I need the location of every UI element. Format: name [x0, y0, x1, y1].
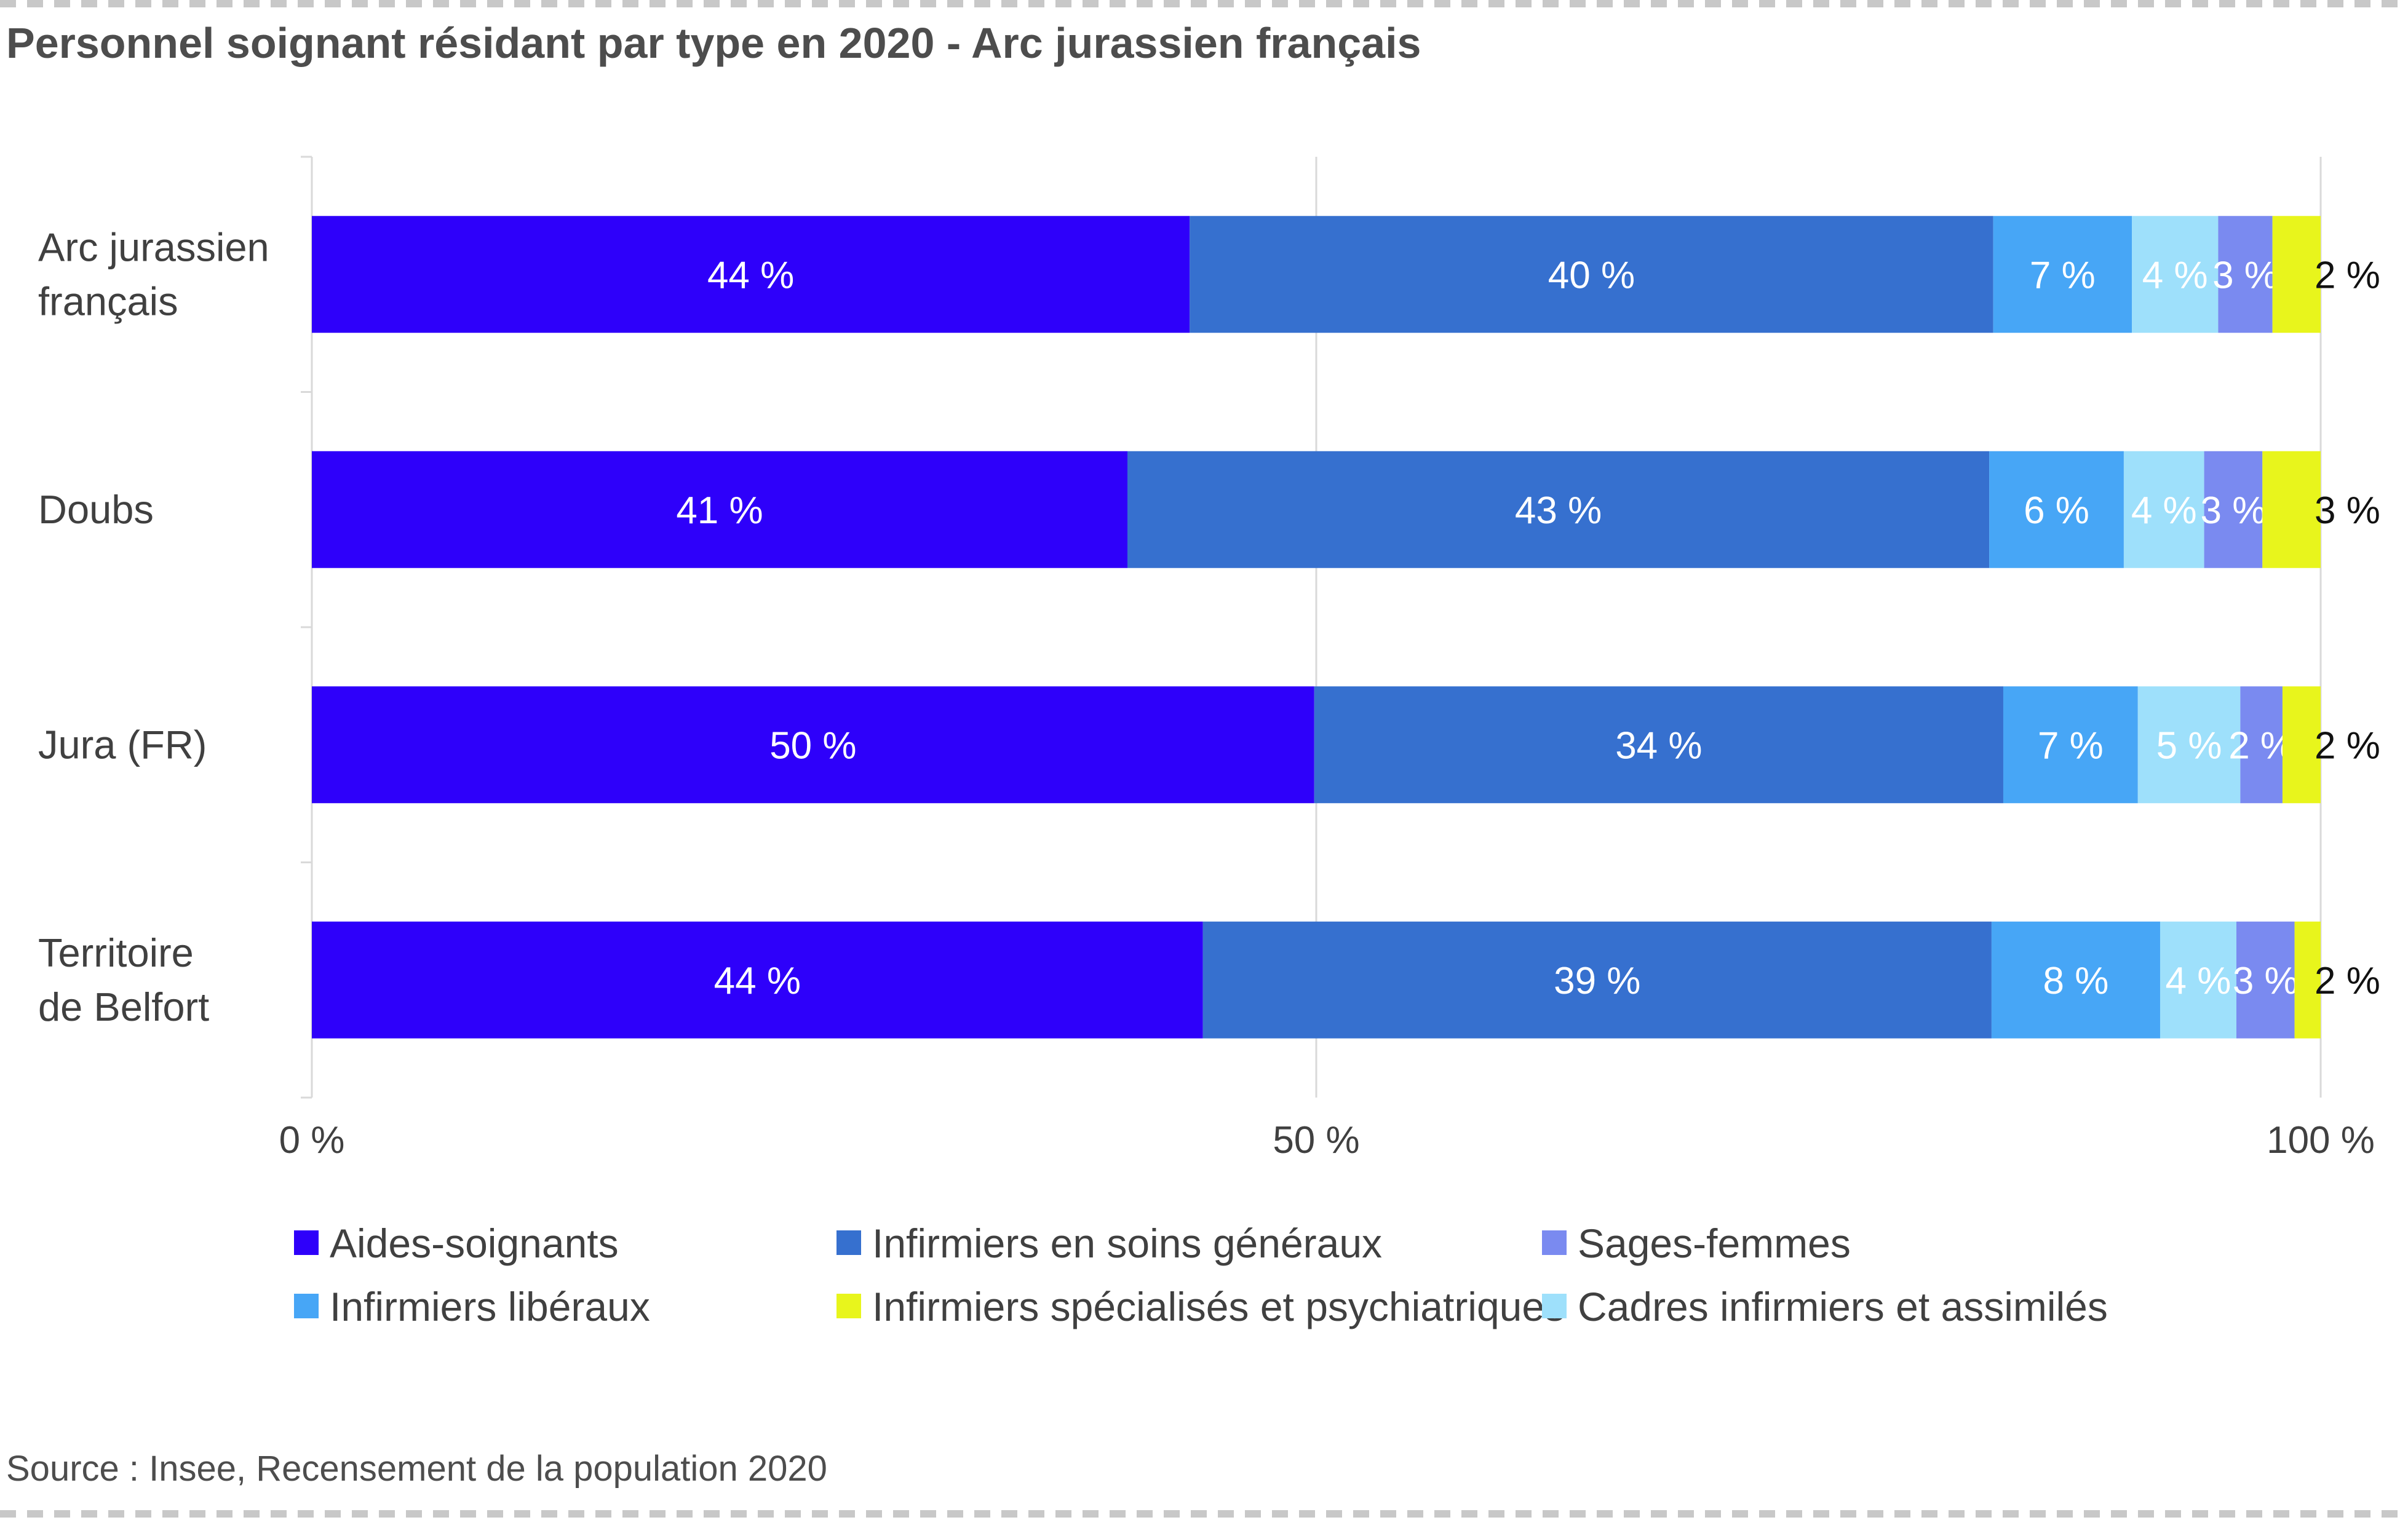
category-label: Arc jurassien [38, 224, 269, 269]
bar-segment-infirmiers-lib-raux [1989, 451, 2124, 568]
legend-swatch [836, 1294, 861, 1318]
bar-segment-infirmiers-lib-raux [2003, 686, 2138, 804]
legend-label: Cadres infirmiers et assimilés [1578, 1284, 2108, 1329]
data-label: 41 % [676, 489, 763, 532]
data-label: 50 % [769, 724, 856, 767]
bar-segment-cadres-infirmiers-et-assimil-s [2131, 216, 2219, 333]
legend-label: Infirmiers libéraux [330, 1284, 650, 1329]
category-label: Territoire [38, 930, 194, 975]
legend-swatch [294, 1294, 319, 1318]
bar-segment-infirmiers-sp-cialis-s-et-psychiatriques [2262, 451, 2321, 568]
bar-segment-cadres-infirmiers-et-assimil-s [2160, 921, 2236, 1039]
category-label: de Belfort [38, 984, 209, 1029]
bar-segment-infirmiers-en-soins-g-n-raux [1314, 686, 2003, 804]
data-label: 3 % [2233, 960, 2299, 1002]
bar-segment-infirmiers-sp-cialis-s-et-psychiatriques [2282, 686, 2321, 804]
bar-segment-infirmiers-lib-raux [1993, 216, 2132, 333]
x-tick-label: 0 % [279, 1119, 345, 1162]
data-label: 2 % [2315, 254, 2380, 296]
data-label: 8 % [2043, 960, 2109, 1002]
data-label: 3 % [2212, 254, 2278, 296]
bar-segment-aides-soignants [312, 921, 1203, 1039]
bar-segment-infirmiers-en-soins-g-n-raux [1202, 921, 1992, 1039]
source-note: Source : Insee, Recensement de la popula… [6, 1449, 827, 1489]
legend-swatch [1542, 1230, 1567, 1255]
bar-segment-infirmiers-en-soins-g-n-raux [1127, 451, 1990, 568]
data-label: 4 % [2166, 960, 2231, 1002]
legend-label: Sages-femmes [1578, 1221, 1851, 1266]
data-label: 39 % [1554, 960, 1640, 1002]
bar-segment-cadres-infirmiers-et-assimil-s [2123, 451, 2204, 568]
data-label: 34 % [1615, 724, 1702, 767]
bottom-dashed-border [0, 1510, 2408, 1518]
legend-swatch [1542, 1294, 1567, 1318]
category-label: français [38, 279, 178, 323]
bar-segment-sages-femmes [2236, 921, 2295, 1039]
bar-segment-infirmiers-lib-raux [1991, 921, 2160, 1039]
bar-segment-sages-femmes [2218, 216, 2273, 333]
data-label: 4 % [2131, 489, 2197, 532]
data-label: 40 % [1548, 254, 1635, 296]
data-label: 7 % [2038, 724, 2104, 767]
data-label: 44 % [707, 254, 794, 296]
bar-segment-sages-femmes [2204, 451, 2263, 568]
legend-label: Infirmiers en soins généraux [872, 1221, 1382, 1266]
bar-segment-aides-soignants [312, 216, 1190, 333]
data-label: 5 % [2156, 724, 2222, 767]
data-label: 6 % [2024, 489, 2089, 532]
bar-segment-infirmiers-en-soins-g-n-raux [1190, 216, 1993, 333]
bar-segment-infirmiers-sp-cialis-s-et-psychiatriques [2294, 921, 2321, 1039]
bar-segment-aides-soignants [312, 451, 1127, 568]
chart-title: Personnel soignant résidant par type en … [6, 19, 1421, 67]
data-label: 3 % [2315, 489, 2380, 532]
bar-segment-cadres-infirmiers-et-assimil-s [2137, 686, 2241, 804]
data-label: 2 % [2315, 960, 2380, 1002]
legend-swatch [836, 1230, 861, 1255]
data-label: 2 % [2315, 724, 2380, 767]
legend-swatch [294, 1230, 319, 1255]
data-label: 44 % [714, 960, 801, 1002]
data-label: 3 % [2201, 489, 2267, 532]
data-label: 43 % [1515, 489, 1602, 532]
legend-label: Infirmiers spécialisés et psychiatriques [872, 1284, 1565, 1329]
data-label: 7 % [2030, 254, 2096, 296]
top-dashed-border [0, 0, 2408, 7]
x-tick-label: 100 % [2267, 1119, 2375, 1162]
data-label: 4 % [2142, 254, 2208, 296]
category-label: Jura (FR) [38, 722, 207, 767]
x-tick-label: 50 % [1273, 1119, 1359, 1162]
legend-label: Aides-soignants [330, 1221, 619, 1266]
bar-segment-infirmiers-sp-cialis-s-et-psychiatriques [2272, 216, 2321, 333]
category-label: Doubs [38, 487, 154, 532]
bar-segment-sages-femmes [2240, 686, 2283, 804]
bar-segment-aides-soignants [312, 686, 1314, 804]
